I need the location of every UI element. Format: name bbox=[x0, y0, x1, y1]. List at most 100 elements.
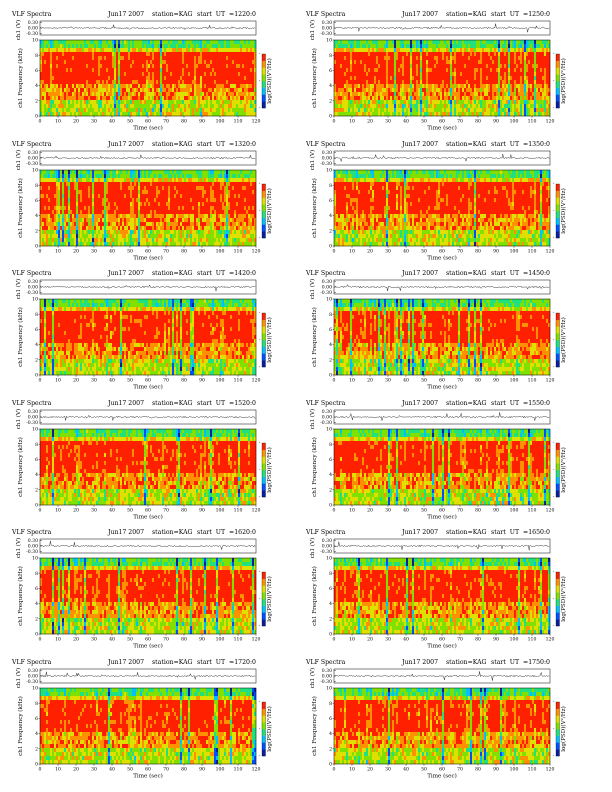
spectrogram-cell bbox=[474, 48, 477, 53]
spectrogram-cell bbox=[222, 100, 225, 105]
spectrogram-cell bbox=[108, 64, 111, 69]
spectrogram-cell bbox=[116, 108, 119, 113]
spectrogram-cell bbox=[542, 88, 545, 93]
spectrogram-cell bbox=[254, 72, 257, 77]
spectrogram-cell bbox=[76, 193, 79, 198]
spectrogram-cell bbox=[74, 205, 77, 210]
spectrogram-cell bbox=[504, 40, 507, 45]
spectrogram-cell bbox=[204, 100, 207, 105]
spectrogram-cell bbox=[518, 56, 521, 61]
spectrogram-cell bbox=[124, 40, 127, 45]
spectrogram-cell bbox=[74, 40, 77, 45]
spectrogram-cell bbox=[144, 44, 147, 49]
spectrogram-cell bbox=[512, 112, 515, 117]
spectrogram-cell bbox=[158, 88, 161, 93]
spectrogram-cell bbox=[108, 68, 111, 73]
spectrogram-cell bbox=[42, 44, 45, 49]
spectrogram-cell bbox=[202, 68, 205, 73]
spectrogram-cell bbox=[454, 96, 457, 101]
spectrogram-cell bbox=[440, 76, 443, 81]
spectrogram-cell bbox=[536, 80, 539, 85]
spectrogram-cell bbox=[162, 112, 165, 117]
spectrogram-cell bbox=[134, 68, 137, 73]
spectrogram-cell bbox=[90, 217, 93, 222]
spectrogram-cell bbox=[106, 189, 109, 194]
spectrogram-cell bbox=[356, 68, 359, 73]
spectrogram-cell bbox=[162, 104, 165, 109]
spectrogram-cell bbox=[380, 72, 383, 77]
spectrogram-cell bbox=[94, 44, 97, 49]
spectrogram-cell bbox=[368, 48, 371, 53]
spectrogram-cell bbox=[152, 104, 155, 109]
spectrogram-cell bbox=[242, 108, 245, 113]
spectrogram-cell bbox=[336, 76, 339, 81]
spectrogram-cell bbox=[444, 108, 447, 113]
spectrogram-cell bbox=[536, 52, 539, 57]
spectrogram-cell bbox=[454, 44, 457, 49]
spectrogram-cell bbox=[130, 96, 133, 101]
spectrogram-cell bbox=[248, 60, 251, 65]
spectrogram-cell bbox=[198, 88, 201, 93]
spectrogram-cell bbox=[192, 52, 195, 57]
spectrogram-cell bbox=[62, 197, 65, 202]
spectrogram-cell bbox=[48, 173, 51, 178]
spectrogram-cell bbox=[540, 108, 543, 113]
spectrogram-cell bbox=[72, 217, 75, 222]
spectrogram-cell bbox=[50, 56, 53, 61]
spectrogram-cell bbox=[90, 201, 93, 206]
spectrogram-cell bbox=[76, 225, 79, 230]
spectrogram-cell bbox=[194, 52, 197, 57]
spectrogram-cell bbox=[388, 44, 391, 49]
spectrogram-cell bbox=[70, 96, 73, 101]
spectrogram-cell bbox=[374, 68, 377, 73]
spectrogram-cell bbox=[364, 40, 367, 45]
spectrogram-cell bbox=[112, 96, 115, 101]
spectrogram-cell bbox=[174, 96, 177, 101]
spectrogram-cell bbox=[354, 104, 357, 109]
spectrogram-cell bbox=[74, 209, 77, 214]
spectrogram-cell bbox=[192, 76, 195, 81]
spectrogram-cell bbox=[214, 68, 217, 73]
spectrogram-cell bbox=[58, 72, 61, 77]
spectrogram-cell bbox=[390, 84, 393, 89]
spectrogram-cell bbox=[340, 44, 343, 49]
spectrogram-cell bbox=[48, 201, 51, 206]
spectrogram-cell bbox=[380, 44, 383, 49]
spectrogram-cell bbox=[60, 181, 63, 186]
spectrogram-cell bbox=[60, 100, 63, 105]
spectrogram-cell bbox=[236, 60, 239, 65]
spectrogram-cell bbox=[176, 48, 179, 53]
panel-date: Jun17 2007 bbox=[107, 141, 144, 148]
panel-title: VLF Spectra bbox=[11, 141, 52, 148]
spectrogram-cell bbox=[94, 209, 97, 214]
spectrogram-cell bbox=[116, 88, 119, 93]
spectrogram-cell bbox=[88, 189, 91, 194]
spectrogram-cell bbox=[396, 104, 399, 109]
spectrogram-cell bbox=[220, 76, 223, 81]
spectrogram-cell bbox=[468, 60, 471, 65]
spectrogram-cell bbox=[368, 80, 371, 85]
spectrogram-cell bbox=[366, 108, 369, 113]
spectrogram-cell bbox=[72, 221, 75, 226]
spectrogram-cell bbox=[44, 213, 47, 218]
spectrogram-cell bbox=[342, 96, 345, 101]
spectrogram-cell bbox=[334, 64, 337, 69]
spectrogram-cell bbox=[136, 96, 139, 101]
spectrogram-ytick: 6 bbox=[35, 68, 38, 74]
vlf-panel-chart: VLF Spectra Jun17 2007 station=KAG start UT… bbox=[11, 141, 273, 262]
spectrogram-cell bbox=[144, 96, 147, 101]
spectrogram-cell bbox=[234, 64, 237, 69]
spectrogram-cell bbox=[528, 48, 531, 53]
spectrogram-cell bbox=[72, 177, 75, 182]
spectrogram-cell bbox=[170, 96, 173, 101]
spectrogram-cell bbox=[338, 60, 341, 65]
spectrogram-cell bbox=[504, 64, 507, 69]
spectrogram-cell bbox=[246, 76, 249, 81]
spectrogram-cell bbox=[480, 64, 483, 69]
spectrogram-cell bbox=[84, 68, 87, 73]
spectrogram-cell bbox=[48, 88, 51, 93]
spectrogram-cell bbox=[372, 100, 375, 105]
spectrogram-cell bbox=[56, 100, 59, 105]
spectrogram-cell bbox=[194, 100, 197, 105]
spectrogram-cell bbox=[164, 80, 167, 85]
